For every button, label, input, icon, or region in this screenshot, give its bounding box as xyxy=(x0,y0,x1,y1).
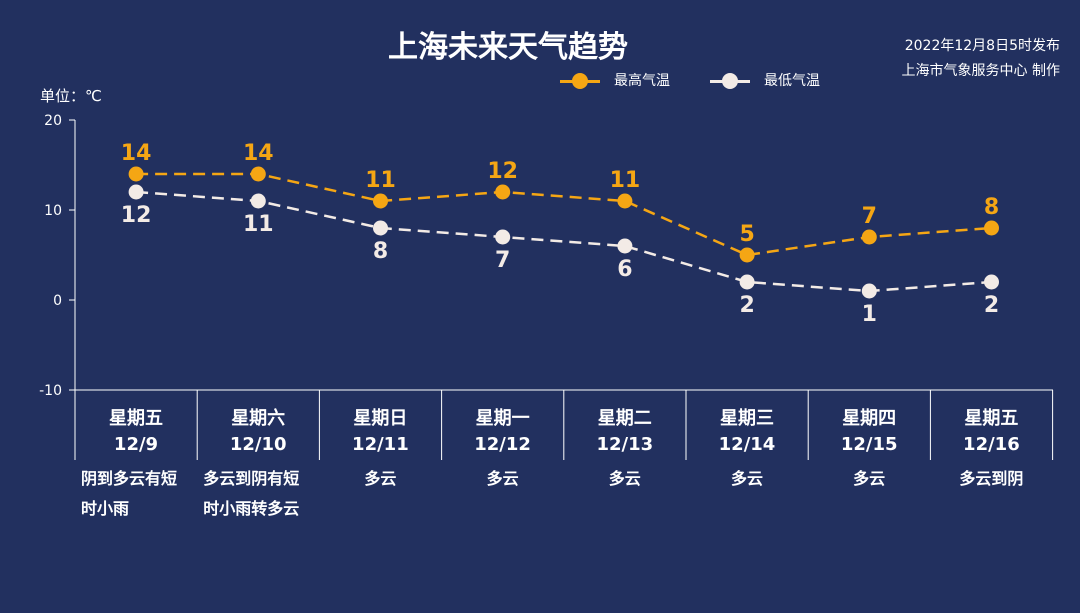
day-label: 星期六 12/10 xyxy=(197,392,319,460)
high-temp-point xyxy=(128,166,144,182)
high-temp-label: 7 xyxy=(862,204,877,229)
weather-line: 多云 xyxy=(486,469,519,488)
y-tick-label: -10 xyxy=(39,383,62,399)
date-label: 12/9 xyxy=(113,434,159,455)
low-temp-label: 11 xyxy=(243,212,274,237)
date-label: 12/13 xyxy=(596,434,654,455)
weather-line: 阴到多云有短 xyxy=(81,469,178,488)
low-temp-label: 8 xyxy=(373,239,388,264)
date-label: 12/10 xyxy=(229,434,287,455)
legend-marker-low xyxy=(722,73,738,89)
low-temp-point xyxy=(617,238,633,254)
low-temp-point xyxy=(984,274,999,290)
weather-description: 多云 xyxy=(564,464,686,494)
weather-line: 多云 xyxy=(730,469,763,488)
weather-line: 多云 xyxy=(608,469,641,488)
weather-line: 时小雨转多云 xyxy=(203,499,300,518)
legend-marker-high xyxy=(572,73,588,89)
day-label: 星期四 12/15 xyxy=(808,392,930,460)
high-temp-point xyxy=(617,193,633,209)
date-label: 12/14 xyxy=(718,434,776,455)
date-label: 12/16 xyxy=(963,434,1020,455)
day-label: 星期一 12/12 xyxy=(442,392,564,460)
low-temp-point xyxy=(373,220,388,236)
high-temp-label: 8 xyxy=(984,195,999,220)
weather-description: 多云 xyxy=(686,464,808,494)
series-line-high xyxy=(136,172,992,257)
high-temp-point xyxy=(495,184,511,200)
day-label: 星期日 12/11 xyxy=(319,392,441,460)
y-tick-label: 20 xyxy=(44,113,62,129)
weekday-label: 星期三 xyxy=(720,408,774,429)
low-temp-point xyxy=(739,274,755,290)
high-temp-point xyxy=(739,247,755,263)
legend-item-low[interactable]: 最低气温 xyxy=(710,68,910,92)
high-temp-label: 12 xyxy=(487,159,518,184)
publish-time: 2022年12月8日5时发布 xyxy=(904,38,1060,54)
high-temp-label: 5 xyxy=(739,222,754,247)
publish-source: 上海市气象服务中心 制作 xyxy=(901,63,1060,79)
low-temp-point xyxy=(495,229,511,245)
high-temp-label: 14 xyxy=(121,141,152,166)
low-temp-label: 7 xyxy=(495,248,510,273)
weekday-label: 星期五 xyxy=(964,408,1019,429)
weather-line: 时小雨 xyxy=(81,499,130,518)
high-temp-label: 11 xyxy=(365,168,396,193)
weekday-label: 星期一 xyxy=(475,408,530,429)
low-temp-label: 6 xyxy=(617,257,632,282)
high-temp-point xyxy=(984,220,999,236)
high-temp-label: 14 xyxy=(243,141,274,166)
weather-line: 多云 xyxy=(853,469,886,488)
y-tick-label: 10 xyxy=(44,203,62,219)
low-temp-point xyxy=(861,283,877,299)
weather-description: 多云到阴 xyxy=(930,464,1052,494)
weather-line: 多云到阴有短 xyxy=(203,469,300,488)
weekday-label: 星期四 xyxy=(842,408,897,429)
weekday-label: 星期日 xyxy=(353,408,408,429)
weather-description: 多云到阴有短 时小雨转多云 xyxy=(197,464,319,524)
low-temp-point xyxy=(128,184,144,200)
weather-description: 多云 xyxy=(808,464,930,494)
high-temp-point xyxy=(861,229,877,245)
weekday-label: 星期五 xyxy=(109,408,163,429)
date-label: 12/12 xyxy=(474,434,531,455)
low-temp-label: 12 xyxy=(121,203,152,228)
weekday-label: 星期二 xyxy=(597,408,652,429)
weather-description: 多云 xyxy=(319,464,441,494)
high-temp-label: 11 xyxy=(610,168,641,193)
legend-label-high: 最高气温 xyxy=(614,73,670,89)
low-temp-label: 2 xyxy=(739,293,754,318)
weather-line: 多云 xyxy=(364,469,397,488)
low-temp-label: 1 xyxy=(862,302,877,327)
high-temp-point xyxy=(250,166,266,182)
weekday-label: 星期六 xyxy=(231,408,286,429)
day-label: 星期五 12/9 xyxy=(75,392,197,460)
legend-label-low: 最低气温 xyxy=(764,73,820,89)
date-label: 12/11 xyxy=(352,434,409,455)
date-label: 12/15 xyxy=(840,434,898,455)
weather-line: 多云到阴 xyxy=(959,469,1024,488)
day-label: 星期三 12/14 xyxy=(686,392,808,460)
chart-title: 上海未来天气趋势 xyxy=(388,30,628,65)
low-temp-point xyxy=(250,193,266,209)
legend-item-high[interactable]: 最高气温 xyxy=(560,68,760,92)
high-temp-point xyxy=(373,193,388,209)
weather-description: 多云 xyxy=(442,464,564,494)
y-axis-unit: 单位：℃ xyxy=(40,87,102,105)
publish-info: 2022年12月8日5时发布 上海市气象服务中心 制作 xyxy=(902,34,1060,84)
series-line-low xyxy=(136,190,992,293)
low-temp-label: 2 xyxy=(984,293,999,318)
day-label: 星期二 12/13 xyxy=(564,392,686,460)
day-label: 星期五 12/16 xyxy=(930,392,1052,460)
y-tick-label: 0 xyxy=(53,293,62,309)
weather-description: 阴到多云有短 时小雨 xyxy=(75,464,197,524)
